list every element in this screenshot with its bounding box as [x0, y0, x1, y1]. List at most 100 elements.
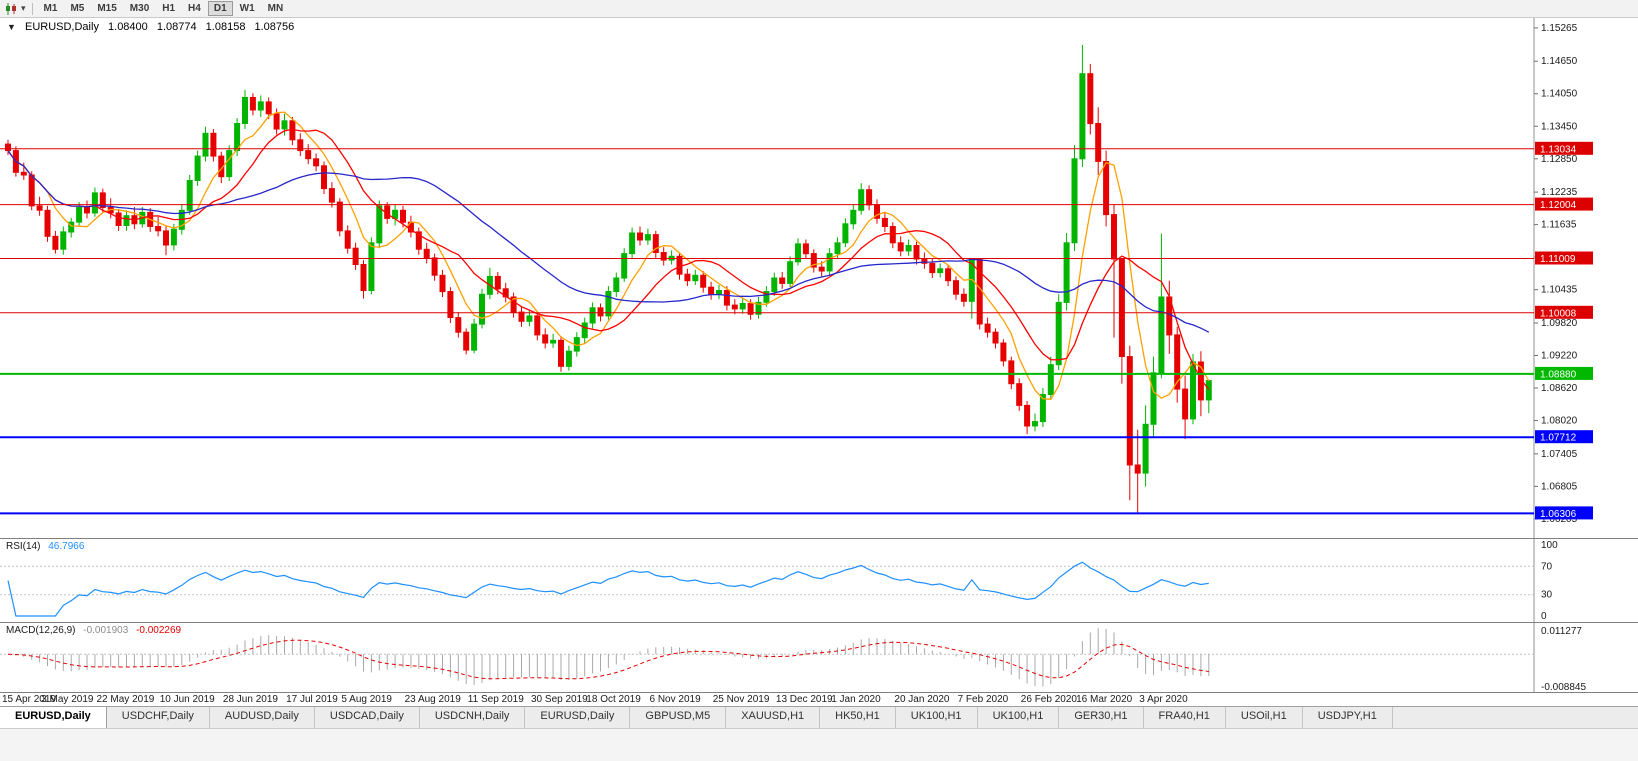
chart-tab[interactable]: USDJPY,H1	[1303, 707, 1393, 728]
ohlc-high: 1.08774	[156, 21, 197, 33]
price-level-label-text: 1.12004	[1540, 200, 1577, 211]
candle-up	[60, 226, 67, 255]
candle-down	[439, 269, 446, 297]
candle-up	[692, 269, 699, 285]
candle-up	[1158, 233, 1165, 379]
candle-up	[194, 150, 201, 186]
chart-tab[interactable]: USDCAD,Daily	[315, 707, 420, 728]
chart-tab[interactable]: EURUSD,Daily	[525, 707, 631, 728]
candle-up	[1071, 145, 1078, 251]
status-bar	[0, 728, 1638, 761]
chart-tab[interactable]: USDCHF,Daily	[107, 707, 210, 728]
price-chart-panel[interactable]: 1.15265 1.14650 1.14050 1.13450 1.12850 1.122…	[0, 18, 1638, 538]
timeframe-button-h1[interactable]: H1	[156, 1, 181, 16]
candle-down	[1095, 107, 1102, 175]
candle-down	[913, 241, 920, 265]
candle-up	[1205, 379, 1212, 414]
candle-up	[1142, 405, 1149, 487]
candle-down	[328, 182, 335, 208]
price-level-label: 1.13034	[1535, 141, 1593, 155]
candle-down	[313, 153, 320, 172]
candlestick-chart-icon[interactable]	[4, 2, 18, 15]
candle-down	[921, 252, 928, 269]
candle-up	[91, 187, 98, 217]
chart-tab[interactable]: USOil,H1	[1226, 707, 1303, 728]
price-axis-label: 1.14050	[1541, 89, 1578, 100]
price-level-label: 1.10008	[1535, 305, 1593, 319]
price-axis-label: 1.09220	[1541, 350, 1578, 361]
timeframe-button-mn[interactable]: MN	[262, 1, 290, 16]
candle-down	[723, 286, 730, 311]
candle-down	[163, 226, 169, 256]
candle-down	[992, 328, 999, 349]
macd-axis-label-bottom: -0.008845	[1541, 682, 1586, 692]
candle-up	[755, 297, 762, 319]
chart-tab[interactable]: GER30,H1	[1059, 707, 1144, 728]
timeframe-button-d1[interactable]: D1	[207, 1, 233, 16]
rsi-value: 46.7966	[48, 541, 85, 552]
rsi-panel[interactable]: 100 70 30 0 RSI(14) 46.7966	[0, 538, 1638, 622]
candle-up	[257, 95, 264, 117]
time-axis-label: 28 Jun 2019	[222, 694, 278, 705]
rsi-svg[interactable]: 100 70 30 0	[0, 539, 1638, 622]
chart-type-dropdown-icon[interactable]: ▾	[21, 3, 26, 13]
price-axis-label: 1.08620	[1541, 383, 1578, 394]
candle-down	[297, 133, 304, 157]
candle-down	[558, 336, 564, 372]
chart-tab[interactable]: USDCNH,Daily	[420, 707, 526, 728]
macd-svg[interactable]: 0.011277 -0.008845	[0, 623, 1638, 692]
candle-up	[589, 302, 596, 329]
rsi-label: RSI(14)	[6, 541, 41, 552]
chart-tab[interactable]: XAUUSD,H1	[726, 707, 821, 728]
chart-tab[interactable]: HK50,H1	[820, 707, 896, 728]
one-click-trading-toggle[interactable]: ▼	[7, 22, 16, 32]
timeframe-button-h4[interactable]: H4	[182, 1, 207, 16]
price-axis-label: 1.08020	[1541, 416, 1578, 427]
time-axis-label: 15 Apr 2019	[2, 694, 56, 705]
chart-tab[interactable]: UK100,H1	[896, 707, 978, 728]
price-level-label-text: 1.13034	[1540, 144, 1577, 155]
timeframe-button-m1[interactable]: M1	[38, 1, 64, 16]
timeframe-button-m5[interactable]: M5	[64, 1, 90, 16]
chart-tab[interactable]: GBPUSD,M5	[630, 707, 727, 728]
candle-down	[305, 144, 312, 165]
chart-tab[interactable]: FRA40,H1	[1144, 707, 1226, 728]
price-chart-svg[interactable]: 1.15265 1.14650 1.14050 1.13450 1.12850 1.122…	[0, 18, 1638, 538]
candle-down	[652, 230, 659, 258]
timeframe-button-m30[interactable]: M30	[124, 1, 155, 16]
time-axis-label: 20 Jan 2020	[894, 694, 950, 705]
ma-line-12	[7, 128, 1210, 390]
candle-up	[376, 200, 383, 249]
candle-down	[131, 207, 138, 230]
chart-tab[interactable]: EURUSD,Daily	[0, 707, 107, 728]
candle-down	[1182, 375, 1189, 439]
ohlc-open: 1.08400	[108, 21, 148, 33]
candle-down	[344, 225, 351, 254]
candle-up	[605, 286, 612, 320]
candle-up	[644, 228, 651, 245]
candle-up	[281, 113, 288, 136]
timeframe-buttons: M1 M5 M15 M30 H1 H4 D1 W1 MN	[38, 1, 291, 16]
candle-up	[968, 258, 975, 319]
candle-down	[249, 93, 256, 116]
chart-tab[interactable]: AUDUSD,Daily	[210, 707, 315, 728]
timeframe-button-w1[interactable]: W1	[234, 1, 261, 16]
time-axis-label: 3 May 2019	[41, 694, 94, 705]
price-axis-label: 1.12850	[1541, 154, 1578, 165]
candle-down	[660, 247, 667, 266]
timeframe-button-m15[interactable]: M15	[91, 1, 122, 16]
time-axis[interactable]: 15 Apr 2019 3 May 2019 22 May 2019 10 Jun 2…	[0, 692, 1638, 706]
candle-down	[810, 249, 817, 273]
price-level-label: 1.11009	[1535, 251, 1593, 265]
candle-up	[826, 248, 833, 276]
timeframes-toolbar: ▾ M1 M5 M15 M30 H1 H4 D1 W1 MN	[0, 0, 1638, 18]
macd-signal-value: -0.002269	[136, 625, 182, 636]
candle-down	[945, 264, 952, 287]
chart-tab[interactable]: UK100,H1	[978, 707, 1060, 728]
price-axis-label: 1.12235	[1541, 187, 1578, 198]
rsi-axis-label: 30	[1541, 590, 1553, 601]
candle-down	[36, 196, 43, 216]
candle-down	[352, 242, 359, 270]
macd-panel[interactable]: 0.011277 -0.008845 MACD(12,26,9) -0.00190…	[0, 622, 1638, 692]
candle-down	[881, 212, 888, 232]
